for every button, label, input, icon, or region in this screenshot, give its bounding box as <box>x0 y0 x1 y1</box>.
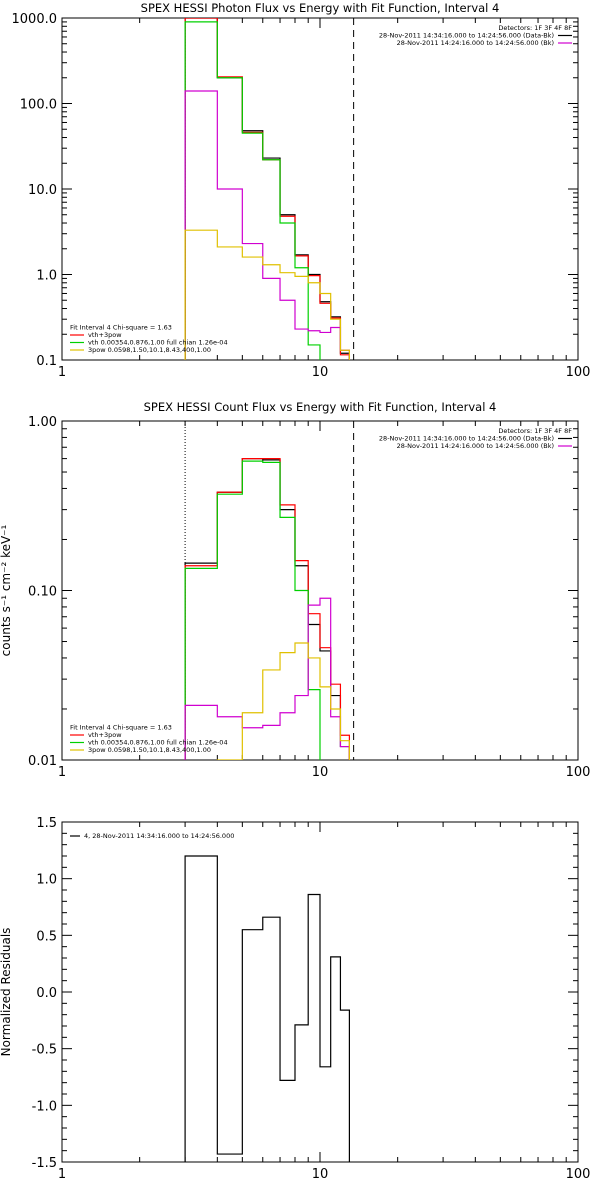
resid-xtick-label: 100 <box>566 1167 591 1182</box>
resid-xtick-label: 10 <box>312 1167 329 1182</box>
resid-panel: Normalized Residuals 1 10 100 -1.5 -1.0 -0.5 0.… <box>0 816 590 1182</box>
photon-panel: SPEX HESSI Photon Flux vs Energy with Fi… <box>12 1 591 380</box>
photon-series-green <box>184 21 321 360</box>
resid-ytick-label: -1.5 <box>32 1156 57 1171</box>
count-legend-tr-text: 28-Nov-2011 14:34:16.000 to 14:24:56.000… <box>379 435 554 443</box>
photon-legend-bl-text: Fit Interval 4 Chi-square = 1.63 <box>70 324 172 332</box>
photon-ytick-label: 100.0 <box>20 98 57 113</box>
count-legend-tr-text: 28-Nov-2011 14:24:16.000 to 14:24:56.000… <box>397 442 554 450</box>
count-legend-bl-text: vth+3pow <box>88 731 122 739</box>
photon-legend-tr-text: 28-Nov-2011 14:24:16.000 to 14:24:56.000… <box>397 39 554 47</box>
photon-series-red <box>184 18 350 360</box>
resid-ylabel: Normalized Residuals <box>0 928 13 1057</box>
count-series-magenta <box>184 597 350 760</box>
photon-xtick-label: 10 <box>312 365 329 380</box>
resid-ytick-label: 0.5 <box>36 929 57 944</box>
count-series-red <box>184 458 350 760</box>
count-xtick-label: 10 <box>312 765 329 780</box>
resid-ytick-label: -0.5 <box>32 1043 57 1058</box>
photon-ytick-label: 0.1 <box>36 354 57 369</box>
photon-legend-tr-text: 28-Nov-2011 14:34:16.000 to 14:24:56.000… <box>379 32 554 40</box>
photon-ytick-label: 1.0 <box>36 269 57 284</box>
resid-series-black <box>184 855 350 1162</box>
resid-ytick-label: 0.0 <box>36 986 57 1001</box>
resid-ytick-label: -1.0 <box>32 1099 57 1114</box>
photon-xtick-label: 1 <box>58 365 66 380</box>
count-ytick-label: 0.01 <box>28 754 57 769</box>
count-ytick-label: 1.00 <box>28 415 57 430</box>
count-legend-bl-text: 3pow 0.0598,1.50,10.1,8.43,400,1.00 <box>88 746 211 754</box>
resid-ytick-label: 1.0 <box>36 873 57 888</box>
photon-legend-tr-text: Detectors: 1F 3F 4F 8F <box>498 24 572 32</box>
resid-ytick-label: 1.5 <box>36 816 57 831</box>
count-legend-bl-text: Fit Interval 4 Chi-square = 1.63 <box>70 724 172 732</box>
count-ytick-label: 0.10 <box>28 585 57 600</box>
photon-title: SPEX HESSI Photon Flux vs Energy with Fi… <box>141 1 500 15</box>
count-xtick-label: 1 <box>58 765 66 780</box>
count-legend-tr-text: Detectors: 1F 3F 4F 8F <box>498 427 572 435</box>
count-series-black <box>184 458 350 760</box>
photon-legend-bl-text: vth 0.00354,0.876,1.00 full chian 1.26e-… <box>88 339 228 347</box>
photon-series-black <box>184 18 350 360</box>
count-ylabel: counts s⁻¹ cm⁻² keV⁻¹ <box>0 524 13 656</box>
photon-legend-bl-text: 3pow 0.0598,1.50,10.1,8.43,400,1.00 <box>88 346 211 354</box>
count-legend-bl-text: vth 0.00354,0.876,1.00 full chian 1.26e-… <box>88 739 228 747</box>
photon-series-yellow <box>184 229 350 360</box>
resid-legend-tl-text: 4, 28-Nov-2011 14:34:16.000 to 14:24:56.… <box>84 832 234 840</box>
photon-plot-frame <box>61 17 579 361</box>
count-title: SPEX HESSI Count Flux vs Energy with Fit… <box>144 400 497 414</box>
count-series-yellow <box>184 642 350 760</box>
photon-legend-bl-text: vth+3pow <box>88 331 122 339</box>
count-series-green <box>184 460 321 760</box>
count-xtick-label: 100 <box>566 765 591 780</box>
resid-xtick-label: 1 <box>58 1167 66 1182</box>
photon-ytick-label: 10.0 <box>28 183 57 198</box>
count-panel: SPEX HESSI Count Flux vs Energy with Fit… <box>0 400 590 780</box>
photon-series-magenta <box>184 90 350 360</box>
photon-ytick-label: 1000.0 <box>12 12 58 27</box>
photon-xtick-label: 100 <box>566 365 591 380</box>
